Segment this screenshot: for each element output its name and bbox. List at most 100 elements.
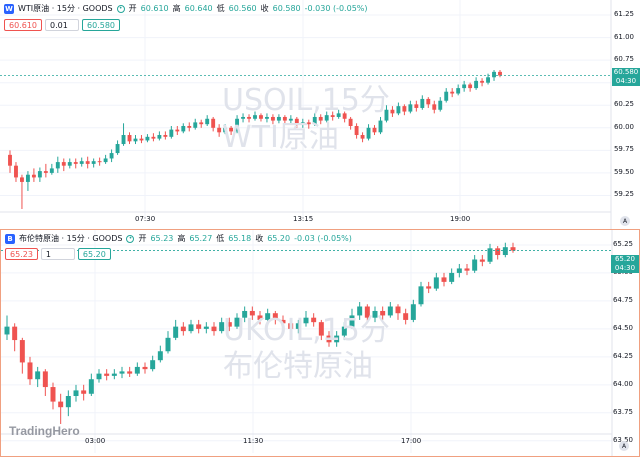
candle [438, 97, 443, 112]
candle [73, 384, 79, 402]
ukoil-chart-canvas[interactable] [1, 230, 639, 456]
close-value: 60.580 [272, 4, 301, 13]
candle [426, 97, 431, 108]
candle-body [247, 116, 251, 119]
candle [272, 310, 278, 325]
candle-body [88, 379, 94, 394]
candle [472, 255, 478, 273]
price-tick-label: 60.25 [613, 100, 634, 109]
close-label: 收 [255, 234, 264, 243]
candle-body [249, 310, 255, 316]
candle-body [384, 109, 389, 121]
candle-body [468, 84, 473, 89]
candle [462, 80, 467, 92]
countdown: 04:30 [614, 264, 636, 272]
candle-body [456, 268, 462, 273]
candle-body [502, 247, 508, 256]
candle-body [175, 129, 180, 132]
symbol-logo-icon: B [5, 233, 15, 244]
candle-body [97, 161, 102, 163]
sell-button[interactable]: 65.23 [5, 248, 38, 260]
symbol-title[interactable]: WTI原油 · 15分 · GOODS [18, 4, 113, 13]
candle-body [372, 310, 378, 318]
candle [247, 114, 251, 123]
candle [73, 158, 78, 169]
candle-body [318, 116, 323, 121]
candle-body [372, 127, 377, 133]
candle-body [288, 118, 293, 121]
candle [43, 163, 48, 178]
usoil-chart-canvas[interactable] [0, 0, 640, 229]
candle [387, 302, 393, 318]
candle [372, 306, 378, 323]
candle-body [25, 174, 30, 182]
candle-body [103, 158, 108, 163]
candle [19, 337, 25, 374]
candle-body [58, 401, 64, 408]
candle-body [219, 322, 225, 332]
candle [502, 242, 508, 258]
buy-button[interactable]: 65.20 [77, 248, 111, 260]
candle [390, 106, 395, 117]
low-value: 65.18 [228, 234, 252, 243]
candle [173, 319, 179, 341]
candle [219, 317, 225, 334]
price-tick-label: 64.50 [612, 323, 633, 332]
watermark-name: 布伦特原油 [223, 349, 373, 384]
candle [326, 331, 332, 347]
candle-body [173, 326, 179, 338]
low-label: 低 [216, 234, 225, 243]
candle-body [193, 122, 198, 128]
quantity-input[interactable]: 0.01 [45, 19, 79, 31]
auto-scale-button[interactable]: A [619, 441, 629, 451]
candle-body [418, 286, 424, 305]
candle [259, 113, 263, 122]
open-value: 65.23 [150, 234, 174, 243]
sell-button[interactable]: 60.610 [4, 19, 42, 31]
candle-body [487, 248, 493, 262]
candle [58, 393, 64, 424]
candle-body [396, 106, 401, 114]
buy-button[interactable]: 60.580 [82, 19, 120, 31]
candle-body [444, 91, 449, 101]
candle [97, 157, 102, 166]
candle-body [145, 136, 150, 141]
candle [450, 88, 455, 98]
candle [217, 124, 222, 137]
quantity-input[interactable]: 1 [40, 248, 75, 260]
price-tick-label: 60.75 [613, 55, 634, 64]
candle [50, 382, 56, 410]
candle-body [495, 248, 501, 256]
candle-body [408, 104, 413, 112]
symbol-title[interactable]: 布伦特原油 · 15分 · GOODS [19, 234, 123, 243]
price-tick-label: 59.50 [613, 167, 634, 176]
low-label: 低 [216, 4, 225, 13]
candle-body [109, 153, 114, 159]
candle [96, 369, 102, 383]
candle [270, 114, 275, 125]
candle-body [259, 115, 263, 119]
last-price-tag: 65.20 04:30 [611, 255, 639, 273]
candle-body [474, 80, 479, 89]
candle-body [294, 118, 299, 125]
candle-body [91, 161, 96, 164]
countdown: 04:30 [615, 77, 637, 85]
candle-body [169, 129, 174, 137]
candle-body [196, 324, 202, 329]
usoil-chart-pane[interactable]: USOIL,15分 WTI原油 W WTI原油 · 15分 · GOODS • … [0, 0, 640, 229]
candle [27, 356, 33, 385]
candle [384, 105, 389, 123]
candle [241, 113, 245, 123]
candle [104, 369, 110, 381]
candle [163, 131, 168, 140]
candle [414, 100, 419, 112]
ukoil-chart-pane[interactable]: UKOIL,15分 布伦特原油 B 布伦特原油 · 15分 · GOODS • … [0, 229, 640, 457]
candle-body [441, 277, 447, 282]
candle [25, 171, 30, 191]
last-price: 65.20 [614, 255, 636, 263]
auto-scale-button[interactable]: A [620, 216, 630, 226]
candle [468, 82, 473, 92]
candle-body [229, 127, 234, 132]
candle-body [472, 259, 478, 271]
candle-body [349, 315, 355, 327]
